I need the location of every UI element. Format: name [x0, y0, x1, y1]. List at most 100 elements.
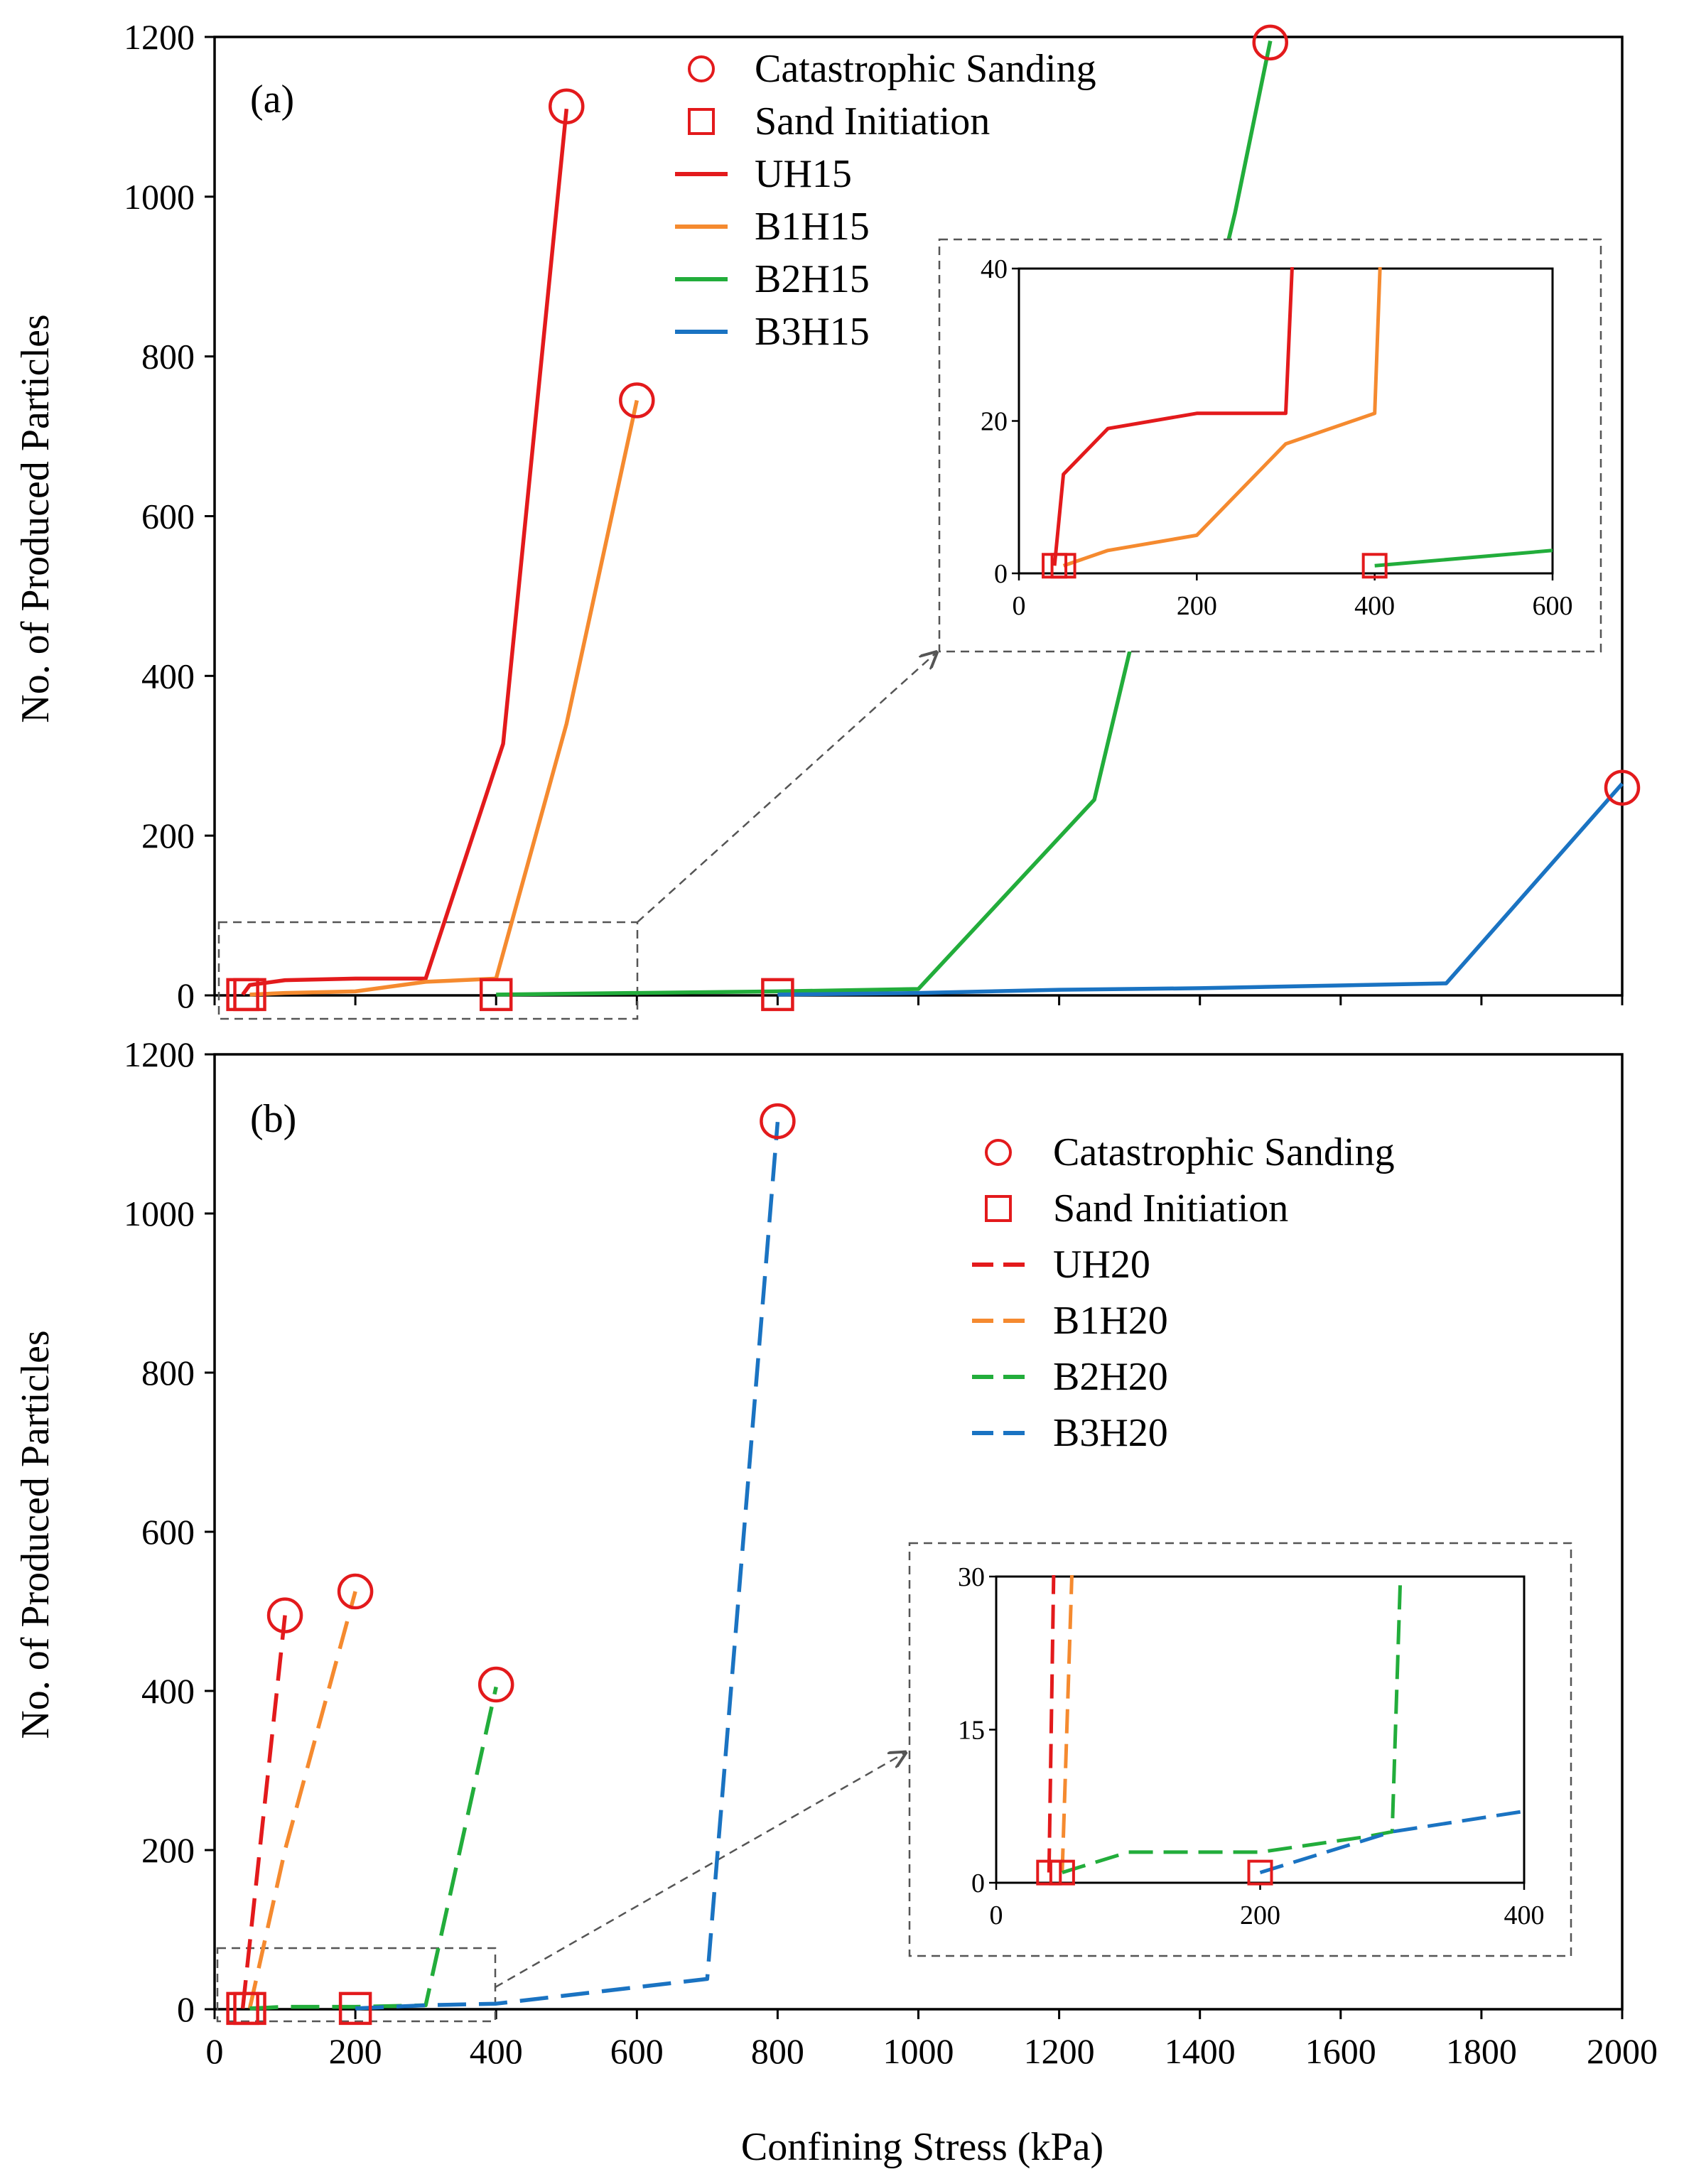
inset-x-tick-label: 600	[1533, 591, 1573, 621]
panel-label: (a)	[250, 77, 294, 121]
sand-initiation-marker	[233, 978, 266, 1012]
zoom-arrow	[495, 1753, 904, 1989]
panel-b: 0 200 400 600 800 1000 1200 0 200 400 600 800 1000 12…	[124, 1034, 1658, 2071]
inset-dashed-frame	[938, 238, 1602, 653]
legend-label: B3H15	[755, 310, 870, 354]
inset-sand-initiation-marker	[1361, 553, 1388, 579]
y-axis-label-a: No. of Produced Particles	[14, 314, 58, 723]
x-tick-label: 1000	[883, 2031, 954, 2071]
series-line-b2h20	[1062, 1575, 1403, 1874]
x-tick-label: 1400	[1165, 2031, 1236, 2071]
series-line-uh15	[1052, 267, 1294, 566]
legend-label: UH20	[1053, 1243, 1150, 1287]
legend-label: B2H15	[755, 257, 870, 301]
inset-x-tick-label: 200	[1240, 1901, 1280, 1930]
x-tick-label: 0	[206, 2031, 224, 2071]
y-tick-label: 1200	[124, 1034, 195, 1074]
panel-label: (b)	[250, 1097, 296, 1141]
inset-sand-initiation-marker	[1049, 1859, 1075, 1886]
series-line-uh20	[240, 1615, 287, 2009]
legend-label: B3H20	[1053, 1411, 1168, 1455]
series-line-b1h15	[249, 399, 639, 997]
legend-label: Catastrophic Sanding	[1053, 1130, 1395, 1174]
catastrophic-sanding-marker	[760, 1103, 796, 1140]
inset-sand-initiation-marker	[1050, 553, 1076, 579]
catastrophic-sanding-marker	[477, 1666, 514, 1703]
legend-label: UH15	[755, 152, 852, 196]
y-tick-label: 0	[177, 1989, 195, 2029]
zoom-region-box	[217, 921, 639, 1020]
inset-sand-initiation-marker	[1036, 1859, 1062, 1886]
x-tick-label: 600	[610, 2031, 664, 2071]
catastrophic-sanding-marker	[1604, 769, 1641, 806]
inset-y-tick-label: 0	[994, 559, 1008, 589]
inset-x-tick-label: 0	[990, 1901, 1003, 1930]
legend-square-icon	[985, 1195, 1012, 1222]
series-line-b1h15	[1062, 267, 1382, 568]
catastrophic-sanding-marker	[266, 1597, 303, 1633]
inset-x-tick-label: 200	[1177, 591, 1217, 621]
x-axis-label: Confining Stress (kPa)	[741, 2125, 1103, 2169]
y-tick-label: 0	[177, 975, 195, 1015]
catastrophic-sanding-marker	[337, 1573, 374, 1610]
inset-sand-initiation-marker	[1247, 1859, 1273, 1886]
series-line-b1h20	[247, 1591, 357, 2009]
series-line-b3h20	[355, 1121, 780, 2011]
inset-dashed-frame	[908, 1542, 1572, 1957]
inset: 0 15 30 0 200 400	[908, 1542, 1572, 1957]
inset-x-tick-label: 400	[1354, 591, 1395, 621]
y-tick-label: 200	[141, 1830, 195, 1870]
legend: Catastrophic Sanding Sand Initiation UH15 B…	[675, 47, 1096, 354]
inset-y-tick-label: 0	[971, 1869, 985, 1898]
sand-initiation-marker	[479, 978, 513, 1012]
x-tick-label: 400	[470, 2031, 523, 2071]
x-tick-label: 200	[329, 2031, 382, 2071]
x-tick-label: 1200	[1024, 2031, 1095, 2071]
x-tick-label: 800	[751, 2031, 804, 2071]
catastrophic-sanding-marker	[549, 88, 585, 125]
sand-initiation-marker	[233, 1991, 266, 2026]
inset-x-tick-label: 0	[1013, 591, 1026, 621]
y-axis-label-b: No. of Produced Particles	[14, 1330, 58, 1739]
y-tick-label: 800	[141, 337, 195, 377]
series-line-uh15	[241, 108, 569, 996]
legend-square-icon	[688, 108, 715, 135]
y-tick-label: 600	[141, 497, 195, 536]
inset-x-tick-label: 400	[1504, 1901, 1545, 1930]
legend-circle-icon	[688, 55, 715, 82]
y-tick-label: 400	[141, 1671, 195, 1711]
zoom-region-box	[216, 1947, 497, 2023]
legend: Catastrophic Sanding Sand Initiation UH20 B…	[972, 1130, 1395, 1455]
legend-label: B1H20	[1053, 1299, 1168, 1343]
y-tick-label: 200	[141, 816, 195, 855]
legend-label: B1H15	[755, 205, 870, 249]
y-tick-label: 800	[141, 1353, 195, 1393]
inset-y-tick-label: 15	[958, 1716, 985, 1746]
catastrophic-sanding-marker	[619, 382, 655, 418]
y-tick-label: 1000	[124, 1194, 195, 1233]
x-tick-label: 1600	[1305, 2031, 1376, 2071]
legend-circle-icon	[985, 1139, 1012, 1166]
sand-initiation-marker	[338, 1991, 372, 2026]
y-tick-label: 600	[141, 1512, 195, 1552]
zoom-arrow	[637, 654, 935, 923]
inset-y-tick-label: 40	[981, 254, 1008, 284]
legend-label: Sand Initiation	[1053, 1186, 1288, 1231]
y-tick-label: 400	[141, 656, 195, 696]
legend-label: Catastrophic Sanding	[755, 47, 1096, 91]
x-tick-label: 2000	[1587, 2031, 1658, 2071]
legend-label: Sand Initiation	[755, 99, 990, 144]
y-tick-label: 1200	[124, 17, 195, 57]
series-line-b3h15	[777, 782, 1624, 997]
inset-y-tick-label: 30	[958, 1562, 985, 1592]
catastrophic-sanding-marker	[1252, 24, 1288, 61]
inset-y-tick-label: 20	[981, 407, 1008, 437]
y-tick-label: 1000	[124, 177, 195, 217]
series-line-b3h20	[1259, 1809, 1524, 1874]
legend-label: B2H20	[1053, 1355, 1168, 1399]
sand-initiation-marker	[761, 978, 794, 1012]
x-tick-label: 1800	[1446, 2031, 1517, 2071]
